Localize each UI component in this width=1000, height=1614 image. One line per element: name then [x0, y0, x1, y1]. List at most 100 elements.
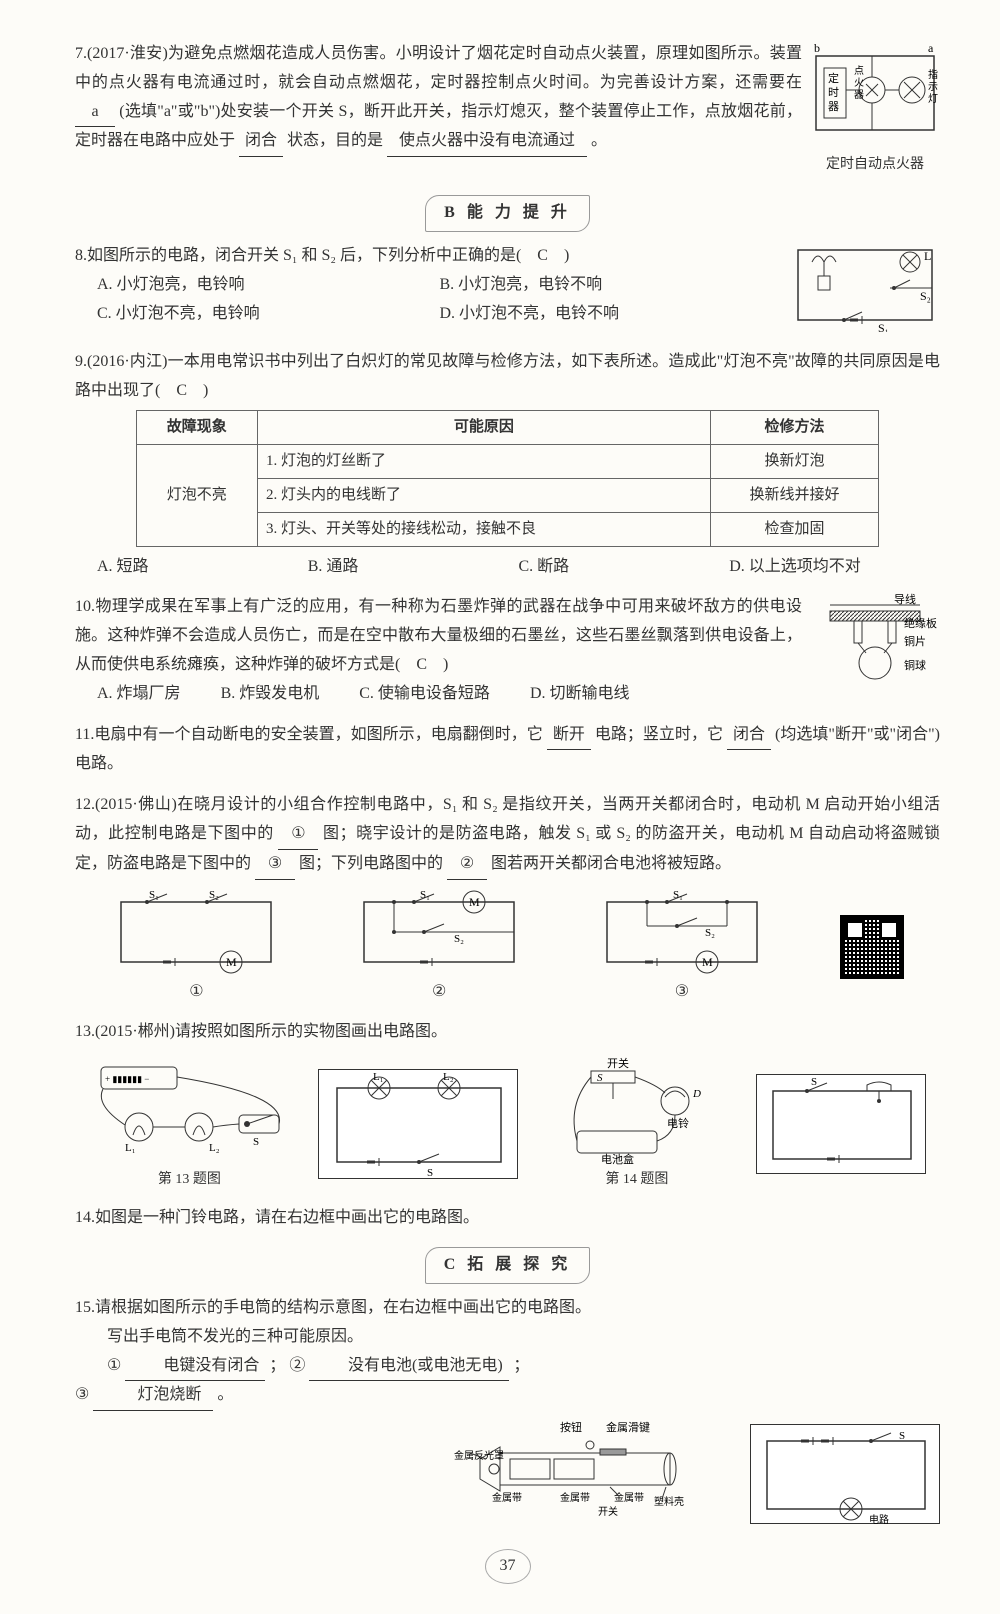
svg-text:S₁: S₁ — [673, 889, 683, 901]
svg-text:导线: 导线 — [894, 593, 916, 606]
td-f3: 检查加固 — [710, 512, 879, 546]
q14-text: 14.如图是一种门铃电路，请在右边框中画出它的电路图。 — [75, 1204, 940, 1233]
svg-text:S: S — [253, 1136, 259, 1148]
section-b-header: B 能 力 提 升 — [75, 195, 940, 232]
q11-text: 11.电扇中有一个自动断电的安全装置，如图所示，电扇翻倒时，它 断开 电路；竖立… — [75, 721, 940, 780]
q12-blank3: ② — [447, 850, 487, 880]
th-phenomenon: 故障现象 — [136, 410, 257, 444]
svg-text:M: M — [226, 955, 237, 969]
q14-caption: 第 14 题图 — [547, 1167, 727, 1192]
q12-diag-3: S₁ S₂ M ③ — [597, 888, 767, 1007]
svg-text:L₁: L₁ — [125, 1142, 136, 1154]
td-c1: 1. 灯泡的灯丝断了 — [258, 444, 711, 478]
svg-text:S₂: S₂ — [705, 927, 715, 939]
q8-opt-d: D. 小灯泡不亮，电铃不响 — [440, 300, 783, 329]
td-c3: 3. 灯头、开关等处的接线松动，接触不良 — [258, 512, 711, 546]
q9-opt-a: A. 短路 — [97, 553, 308, 582]
q8-opt-b: B. 小灯泡亮，电铃不响 — [440, 271, 783, 300]
q15-text-a: 15.请根据如图所示的手电筒的结构示意图，在右边框中画出它的电路图。 — [75, 1294, 940, 1323]
q9-table: 故障现象 可能原因 检修方法 灯泡不亮 1. 灯泡的灯丝断了 换新灯泡 2. 灯… — [136, 410, 880, 547]
svg-text:S₂: S₂ — [454, 933, 464, 945]
svg-text:S: S — [811, 1076, 817, 1088]
q11-blank1: 断开 — [547, 721, 591, 751]
td-f2: 换新线并接好 — [710, 478, 879, 512]
q12-n1: ① — [111, 978, 281, 1007]
q12-blank1: ① — [278, 820, 318, 850]
svg-text:S₂: S₂ — [209, 889, 219, 901]
q15-blank1: 电键没有闭合 — [125, 1352, 265, 1382]
q15-answer-box: S 电路 — [750, 1424, 940, 1524]
q7-caption: 定时自动点火器 — [810, 152, 940, 177]
svg-text:L₁: L₁ — [373, 1071, 384, 1083]
svg-text:定: 定 — [828, 71, 839, 85]
page-number: 37 — [75, 1549, 940, 1584]
q10-opt-b: B. 炸毁发电机 — [221, 680, 320, 709]
q9-text: 9.(2016·内江)一本用电常识书中列出了白炽灯的常见故障与检修方法，如下表所… — [75, 348, 940, 406]
q13-circuit: L₁ L₂ S — [318, 1069, 518, 1179]
svg-text:L: L — [924, 249, 931, 263]
q8-options: A. 小灯泡亮，电铃响 B. 小灯泡亮，电铃不响 C. 小灯泡不亮，电铃响 D.… — [97, 271, 782, 329]
question-15: 15.请根据如图所示的手电筒的结构示意图，在右边框中画出它的电路图。 写出手电筒… — [75, 1294, 940, 1529]
q14-physical: 开关 S D 电铃 电池盒 第 14 题图 — [547, 1055, 727, 1192]
svg-text:指: 指 — [928, 68, 938, 81]
q8-figure: L S₂ S₁ — [790, 242, 940, 332]
q15-flashlight: 按钮 金属滑键 金属反光罩 金属带 金属带 金属带 开关 塑料壳 — [450, 1419, 730, 1529]
svg-text:电路: 电路 — [869, 1513, 889, 1525]
svg-text:电池盒: 电池盒 — [601, 1152, 634, 1165]
svg-text:按钮: 按钮 — [560, 1420, 582, 1434]
td-c2: 2. 灯头内的电线断了 — [258, 478, 711, 512]
svg-text:S₁: S₁ — [878, 321, 889, 332]
svg-text:D: D — [692, 1088, 701, 1100]
svg-text:电铃: 电铃 — [667, 1116, 689, 1130]
svg-text:灯: 灯 — [928, 93, 938, 105]
question-9: 9.(2016·内江)一本用电常识书中列出了白炽灯的常见故障与检修方法，如下表所… — [75, 348, 940, 581]
svg-text:器: 器 — [828, 100, 839, 113]
q12-diag-1: S₁ S₂ M ① — [111, 888, 281, 1007]
q7-blank2: 闭合 — [239, 127, 283, 157]
q12-diag-2: S₁ M S₂ ② — [354, 888, 524, 1007]
q12-text: 12.(2015·佛山)在晓月设计的小组合作控制电路中，S₁ 和 S₂ 是指纹开… — [75, 791, 940, 879]
question-11: 11.电扇中有一个自动断电的安全装置，如图所示，电扇翻倒时，它 断开 电路；竖立… — [75, 721, 940, 780]
svg-text:+ ▮▮▮▮▮▮ −: + ▮▮▮▮▮▮ − — [105, 1074, 149, 1084]
svg-text:火: 火 — [854, 77, 864, 89]
svg-text:S: S — [899, 1430, 905, 1442]
svg-text:S₂: S₂ — [920, 289, 931, 303]
svg-text:M: M — [469, 895, 480, 909]
q8-opt-c: C. 小灯泡不亮，电铃响 — [97, 300, 440, 329]
q10-options: A. 炸塌厂房 B. 炸毁发电机 C. 使输电设备短路 D. 切断输电线 — [97, 680, 802, 709]
question-8: L S₂ S₁ 8.如图所示的电路，闭合开关 S₁ 和 S₂ 后，下列分析中正确… — [75, 242, 940, 336]
svg-text:金属带: 金属带 — [560, 1491, 590, 1504]
q9-options: A. 短路 B. 通路 C. 断路 D. 以上选项均不对 — [97, 553, 940, 582]
q7-blank3: 使点火器中没有电流通过 — [387, 127, 587, 157]
section-c-header: C 拓 展 探 究 — [75, 1247, 940, 1284]
q12-diagrams: S₁ S₂ M ① S₁ M S₂ ② S₁ — [75, 888, 940, 1007]
svg-text:S: S — [597, 1072, 603, 1084]
svg-text:金属带: 金属带 — [614, 1491, 644, 1504]
question-12: 12.(2015·佛山)在晓月设计的小组合作控制电路中，S₁ 和 S₂ 是指纹开… — [75, 791, 940, 1006]
svg-text:L₂: L₂ — [443, 1071, 454, 1083]
q10-opt-a: A. 炸塌厂房 — [97, 680, 181, 709]
svg-text:金属带: 金属带 — [492, 1491, 522, 1504]
q8-opt-a: A. 小灯泡亮，电铃响 — [97, 271, 440, 300]
q10-opt-d: D. 切断输电线 — [530, 680, 630, 709]
label-a: a — [928, 41, 934, 55]
q10-figure: 导线 绝缘板 铜片 铜球 — [810, 593, 940, 703]
svg-text:S₁: S₁ — [149, 889, 159, 901]
question-14: 14.如图是一种门铃电路，请在右边框中画出它的电路图。 — [75, 1204, 940, 1233]
qr-icon — [840, 915, 904, 979]
svg-text:L₂: L₂ — [209, 1142, 220, 1154]
svg-text:铜球: 铜球 — [904, 658, 926, 672]
q15-blank3: 灯泡烧断 — [93, 1381, 213, 1411]
q12-n2: ② — [354, 978, 524, 1007]
svg-text:示: 示 — [928, 82, 938, 93]
q11-blank2: 闭合 — [727, 721, 771, 751]
label-b: b — [814, 41, 820, 55]
q13-caption: 第 13 题图 — [89, 1167, 289, 1192]
td-rowspan: 灯泡不亮 — [136, 444, 257, 546]
q13-text: 13.(2015·郴州)请按照如图所示的实物图画出电路图。 — [75, 1018, 940, 1047]
svg-text:铜片: 铜片 — [904, 634, 926, 648]
q9-opt-b: B. 通路 — [308, 553, 519, 582]
q15-blanks: ① 电键没有闭合 ； ② 没有电池(或电池无电) ； ③ 灯泡烧断 。 — [75, 1352, 940, 1412]
svg-text:点: 点 — [854, 65, 864, 77]
svg-text:S₁: S₁ — [420, 889, 430, 901]
